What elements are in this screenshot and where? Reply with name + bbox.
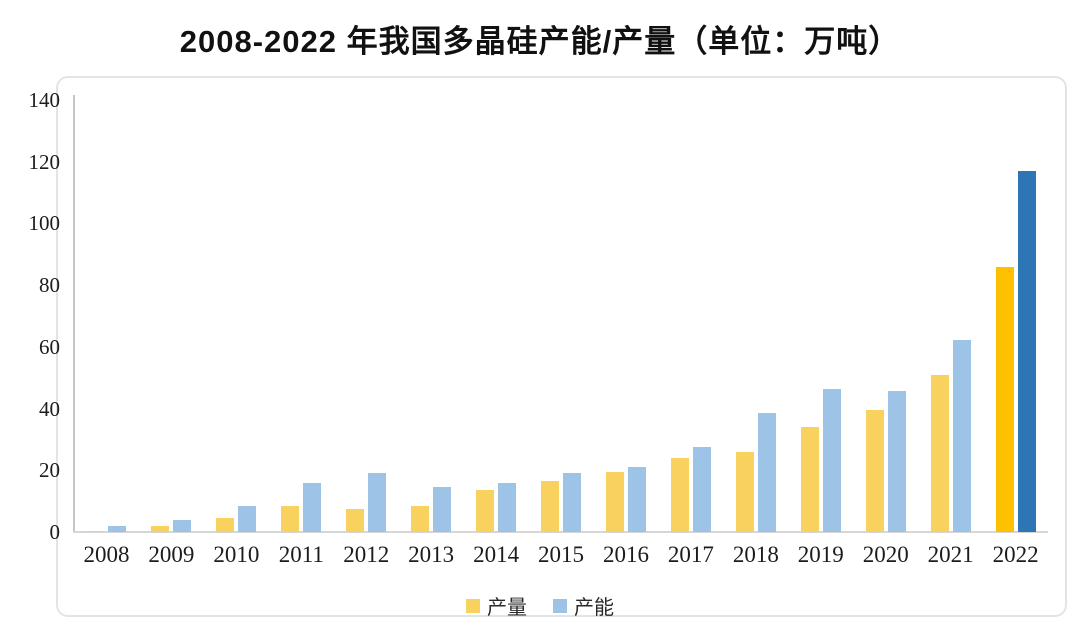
- x-tick-label-2022: 2022: [992, 542, 1039, 567]
- bar-产能-2013: [433, 487, 452, 532]
- bar-产量-2012: [346, 508, 365, 532]
- y-tick-label-20: 20: [39, 458, 60, 483]
- bar-产量-2017: [670, 457, 689, 532]
- bar-产量-2011: [281, 506, 300, 532]
- bar-group-2015: [529, 100, 594, 532]
- plot-area: [74, 100, 1048, 532]
- x-tick-label-2019: 2019: [797, 542, 844, 567]
- bar-产量-2013: [411, 506, 430, 532]
- bar-产能-2015: [563, 473, 582, 532]
- x-tick-label-2013: 2013: [408, 542, 455, 567]
- y-tick-label-100: 100: [28, 211, 61, 236]
- bar-group-2021: [918, 100, 983, 532]
- bar-产能-2019: [822, 388, 841, 532]
- bar-产能-2010: [238, 505, 257, 532]
- bar-group-2019: [788, 100, 853, 532]
- bar-group-2013: [399, 100, 464, 532]
- bar-产量-2009: [151, 525, 170, 532]
- legend-swatch-icon: [466, 598, 480, 613]
- bar-产能-2009: [173, 519, 192, 532]
- x-tick-label-2012: 2012: [343, 542, 390, 567]
- bar-group-2012: [334, 100, 399, 532]
- bar-产量-2016: [605, 471, 624, 532]
- y-tick-label-0: 0: [49, 520, 61, 544]
- bar-group-2022: [983, 100, 1048, 532]
- chart-legend: 产量 产能: [0, 591, 1080, 620]
- y-tick-label-120: 120: [28, 149, 61, 174]
- legend-label: 产能: [574, 597, 614, 619]
- x-tick-label-2014: 2014: [473, 542, 520, 567]
- bar-group-2017: [658, 100, 723, 532]
- bar-产能-2022: [1017, 170, 1036, 532]
- legend-item-产能: 产能: [553, 591, 614, 620]
- bar-group-2010: [204, 100, 269, 532]
- y-axis-line: [73, 95, 75, 533]
- bar-产量-2018: [735, 451, 754, 532]
- legend-item-产量: 产量: [466, 591, 527, 620]
- x-tick-label-2015: 2015: [538, 542, 585, 567]
- bar-产量-2020: [865, 409, 884, 532]
- bar-group-2011: [269, 100, 334, 532]
- x-tick-label-2021: 2021: [927, 542, 974, 567]
- x-tick-label-2010: 2010: [213, 542, 260, 567]
- legend-swatch-icon: [553, 598, 567, 613]
- x-tick-label-2016: 2016: [602, 542, 649, 567]
- bar-group-2009: [139, 100, 204, 532]
- bar-产能-2008: [108, 526, 127, 532]
- bar-产能-2011: [303, 482, 322, 532]
- bar-产量-2008: [86, 530, 105, 532]
- bar-group-2014: [464, 100, 529, 532]
- bar-group-2008: [74, 100, 139, 532]
- x-tick-label-2018: 2018: [732, 542, 779, 567]
- x-tick-label-2020: 2020: [862, 542, 909, 567]
- bar-产能-2021: [952, 339, 971, 532]
- bar-产量-2015: [541, 481, 560, 532]
- x-tick-label-2017: 2017: [667, 542, 714, 567]
- bar-产能-2017: [692, 447, 711, 532]
- bar-产能-2014: [498, 483, 517, 532]
- bar-产能-2018: [757, 413, 776, 532]
- y-tick-label-60: 60: [39, 334, 60, 359]
- y-tick-label-40: 40: [39, 396, 60, 421]
- bar-产能-2012: [368, 473, 387, 532]
- bar-产量-2022: [995, 266, 1014, 532]
- bar-产量-2021: [930, 374, 949, 532]
- x-tick-label-2009: 2009: [148, 542, 195, 567]
- y-tick-label-140: 140: [28, 88, 61, 112]
- y-tick-label-80: 80: [39, 273, 60, 298]
- bar-产量-2014: [476, 490, 495, 532]
- bar-group-2020: [853, 100, 918, 532]
- bar-group-2018: [723, 100, 788, 532]
- bar-产量-2019: [800, 427, 819, 532]
- bar-产量-2010: [216, 518, 235, 532]
- x-tick-label-2011: 2011: [278, 542, 324, 567]
- chart-frame-border: [56, 76, 1067, 617]
- legend-label: 产量: [487, 597, 527, 619]
- bar-group-2016: [594, 100, 659, 532]
- bar-产能-2016: [627, 467, 646, 532]
- bar-产能-2020: [887, 390, 906, 532]
- x-tick-label-2008: 2008: [83, 542, 130, 567]
- x-axis-line: [73, 531, 1048, 533]
- chart-title: 2008-2022 年我国多晶硅产能/产量（单位：万吨）: [179, 24, 901, 59]
- x-axis-tick-labels: 2008 2009 2010 2011 2012 2013 2014 2015 2016 2017…: [74, 542, 1048, 568]
